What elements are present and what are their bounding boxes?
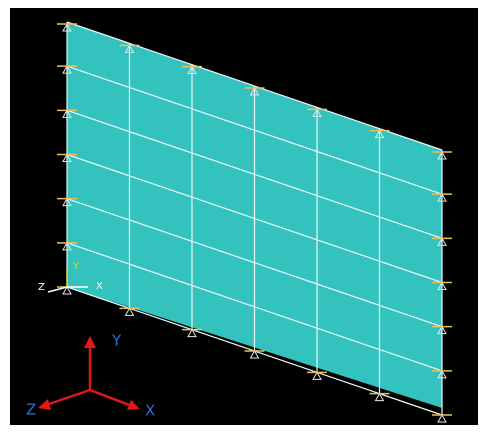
triad-z-label: Z: [26, 401, 36, 419]
model-viewport: Y X Z Y X Z: [0, 0, 485, 433]
origin-y-label: Y: [72, 261, 80, 272]
origin-z-label: Z: [38, 282, 45, 293]
triad-y-label: Y: [111, 332, 122, 350]
triad-x-label: X: [145, 402, 155, 420]
origin-x-label: X: [96, 281, 103, 292]
page: Y X Z Y X Z (() => { const data = JSON.p…: [0, 0, 485, 433]
